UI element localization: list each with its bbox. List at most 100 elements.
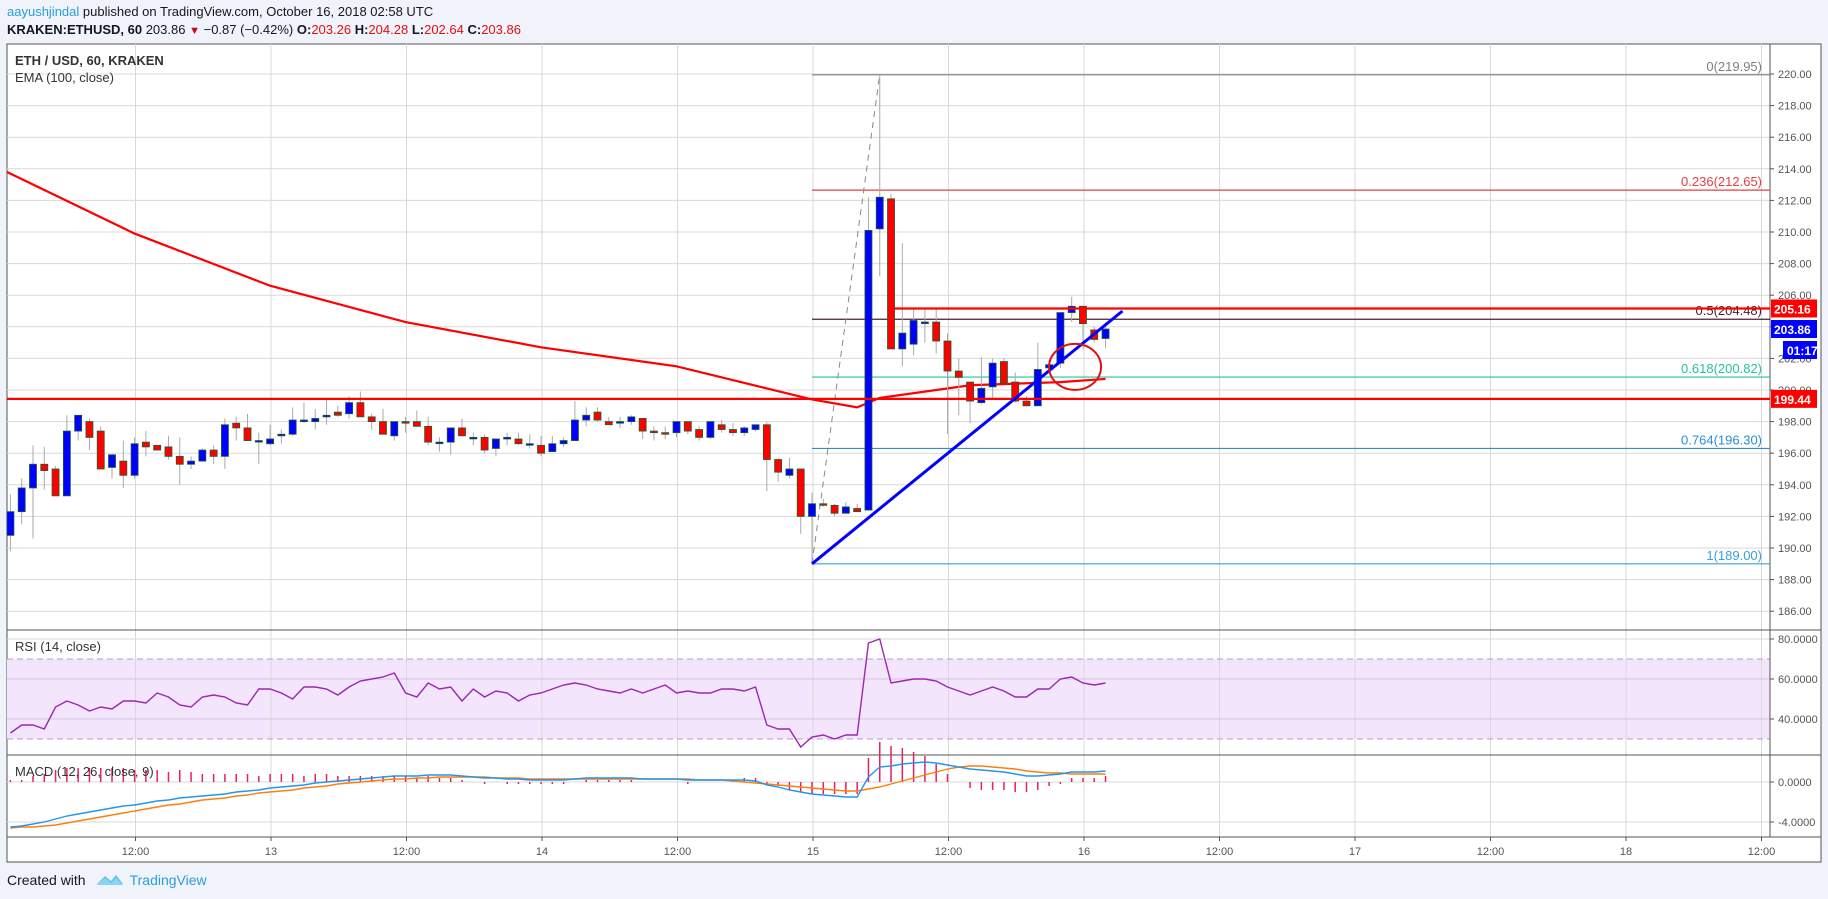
- high-label: H:: [354, 22, 369, 37]
- candle-body: [40, 463, 49, 471]
- candle-body: [853, 508, 862, 513]
- candle-body: [153, 444, 162, 451]
- candle-body: [616, 421, 624, 424]
- time-tick-label: 18: [1620, 846, 1632, 858]
- time-tick-label: 12:00: [1748, 846, 1776, 858]
- author-link[interactable]: aayushjindal: [7, 4, 80, 19]
- rsi-tick-label: 40.0000: [1778, 714, 1818, 726]
- fibonacci-retracement[interactable]: 0(219.95) 0.236(212.65) 0.5(204.48) 0.618(2…: [811, 59, 1770, 565]
- high-value: 204.28: [368, 22, 409, 37]
- candle-body: [17, 487, 26, 513]
- rsi-tick-label: 60.0000: [1778, 674, 1818, 686]
- candle-body: [1000, 361, 1008, 385]
- candle-body: [909, 320, 918, 345]
- close-value: 203.86: [481, 22, 521, 37]
- candle-body: [164, 446, 173, 457]
- price-tick-label: 198.00: [1778, 417, 1812, 429]
- axes[interactable]: 186.00 188.00 190.00 192.00 194.00 196.00 198.…: [122, 69, 1818, 858]
- created-with-text: Created with: [7, 872, 86, 888]
- countdown-flag-text: 01:17: [1787, 344, 1818, 358]
- candle-body: [582, 414, 591, 421]
- candle-body: [480, 436, 489, 451]
- candle-body: [243, 427, 252, 441]
- candle-body: [412, 421, 421, 427]
- fib-level-label: 1(189.00): [1706, 548, 1762, 563]
- candle-body: [864, 230, 873, 511]
- price-flag: [1771, 389, 1817, 408]
- rsi-legend: RSI (14, close): [15, 639, 101, 654]
- macd-pane: [9, 742, 1107, 829]
- rsi-line: [10, 638, 1106, 749]
- price-flag: [1771, 299, 1817, 318]
- publish-info: aayushjindal published on TradingView.co…: [7, 4, 433, 19]
- time-tick-label: 16: [1078, 846, 1090, 858]
- candle-body: [390, 421, 399, 437]
- fib-level-label: 0(219.95): [1706, 59, 1762, 74]
- tradingview-logo-icon: [96, 875, 123, 885]
- candle-body: [977, 388, 986, 404]
- price-tick-label: 190.00: [1778, 543, 1812, 555]
- candle-body: [751, 424, 760, 430]
- candle-body: [300, 419, 308, 422]
- candle-body: [446, 427, 455, 443]
- candle-body: [593, 411, 602, 421]
- fib-trend-dashed: [811, 74, 881, 564]
- candle-body: [356, 402, 365, 418]
- candle-body: [537, 444, 545, 454]
- candle-body: [559, 440, 568, 445]
- rsi-pane: [10, 638, 1106, 749]
- signal-line: [10, 765, 1106, 829]
- candle-body: [6, 511, 15, 536]
- candle-body: [932, 321, 941, 342]
- last-price-flag: [1771, 320, 1817, 339]
- candle-body: [650, 430, 658, 434]
- price-tick-label: 206.00: [1778, 290, 1812, 302]
- close-label: C:: [467, 22, 482, 37]
- candle-body: [458, 427, 466, 437]
- time-tick-label: 17: [1349, 846, 1361, 858]
- candle-body: [661, 432, 670, 435]
- candle-body: [345, 402, 354, 415]
- tradingview-brand: TradingView: [129, 872, 207, 888]
- candle-body: [266, 438, 274, 445]
- time-tick-label: 12:00: [1477, 846, 1505, 858]
- symbol-label: KRAKEN:ETHUSD, 60: [7, 22, 143, 37]
- candle-body: [548, 443, 557, 453]
- time-tick-label: 12:00: [393, 846, 421, 858]
- chart-canvas[interactable]: 0(219.95) 0.236(212.65) 0.5(204.48) 0.618(2…: [0, 0, 1828, 870]
- candle-body: [401, 421, 410, 424]
- fib-level-label: 0.5(204.48): [1696, 303, 1763, 318]
- fib-level-label: 0.236(212.65): [1681, 174, 1762, 189]
- candle-body: [187, 460, 195, 465]
- candle-body: [785, 468, 794, 476]
- time-tick-label: 12:00: [122, 846, 150, 858]
- macd-tick-label: 0.0000: [1778, 777, 1812, 789]
- candle-body: [491, 438, 500, 449]
- time-tick-label: 15: [807, 846, 819, 858]
- candle-body: [695, 429, 703, 438]
- ema-legend: EMA (100, close): [15, 70, 114, 85]
- candle-body: [638, 418, 647, 432]
- candle-body: [29, 463, 37, 489]
- published-text: published on TradingView.com, October 16…: [79, 4, 434, 19]
- candle-body: [209, 449, 218, 457]
- ema-line: [6, 170, 1106, 409]
- time-tick-label: 12:00: [1206, 846, 1234, 858]
- tradingview-link[interactable]: TradingView: [96, 872, 207, 888]
- price-tick-label: 220.00: [1778, 69, 1812, 81]
- time-tick-label: 13: [265, 846, 277, 858]
- drawings[interactable]: [7, 307, 1770, 565]
- candle-body: [672, 421, 681, 434]
- open-value: 203.26: [311, 22, 352, 37]
- candle-body: [85, 421, 94, 438]
- candle-body: [367, 416, 376, 422]
- ema-100-line: [6, 170, 1106, 409]
- candle-body: [762, 424, 771, 460]
- price-tick-label: 216.00: [1778, 132, 1812, 144]
- candle-body: [379, 421, 387, 435]
- candle-body: [232, 422, 241, 429]
- candle-body: [221, 424, 229, 457]
- price-tick-label: 194.00: [1778, 480, 1812, 492]
- candle-body: [277, 433, 286, 437]
- footer: Created with TradingView: [7, 872, 207, 888]
